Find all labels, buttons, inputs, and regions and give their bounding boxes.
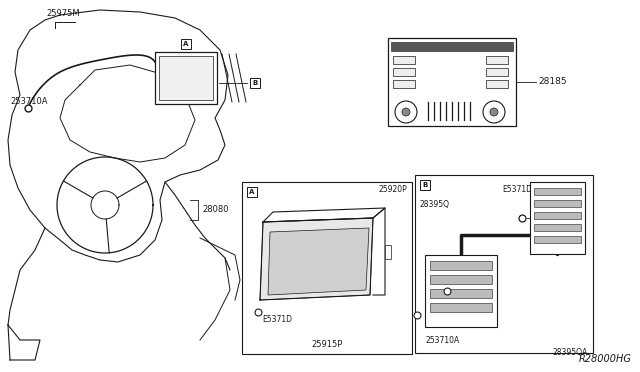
Bar xyxy=(534,212,581,219)
Bar xyxy=(391,42,513,51)
Bar xyxy=(250,78,260,88)
Bar xyxy=(430,275,492,284)
Bar xyxy=(155,52,217,104)
Bar xyxy=(430,261,492,270)
Bar xyxy=(393,80,415,88)
Text: E5371DA: E5371DA xyxy=(502,185,537,193)
Text: E5371D: E5371D xyxy=(262,315,292,324)
Bar xyxy=(430,303,492,312)
Text: 25920P: 25920P xyxy=(378,186,407,195)
Polygon shape xyxy=(260,218,373,300)
Bar xyxy=(415,175,593,353)
Bar xyxy=(486,68,508,76)
Bar xyxy=(534,224,581,231)
Bar xyxy=(385,245,391,259)
Text: B: B xyxy=(252,80,258,86)
Text: 28185: 28185 xyxy=(538,77,566,87)
Bar xyxy=(393,68,415,76)
Bar xyxy=(534,236,581,243)
Text: 25975M: 25975M xyxy=(46,9,80,18)
Bar xyxy=(247,187,257,197)
Text: 253710A: 253710A xyxy=(10,97,47,106)
Bar xyxy=(530,182,585,254)
Text: B: B xyxy=(422,182,428,188)
Text: 28080: 28080 xyxy=(202,205,228,215)
Text: A: A xyxy=(250,189,255,195)
Bar xyxy=(393,56,415,64)
Bar xyxy=(486,56,508,64)
Text: 25915P: 25915P xyxy=(311,340,342,349)
Bar xyxy=(534,200,581,207)
Text: 28395QA: 28395QA xyxy=(553,347,588,356)
Bar xyxy=(420,180,430,190)
Circle shape xyxy=(490,108,498,116)
Polygon shape xyxy=(268,228,369,295)
Text: R28000HG: R28000HG xyxy=(579,354,632,364)
Bar xyxy=(181,39,191,49)
Text: 253710A: 253710A xyxy=(425,336,460,345)
Text: A: A xyxy=(183,41,189,47)
Text: 28395Q: 28395Q xyxy=(420,201,450,209)
Bar xyxy=(534,188,581,195)
Circle shape xyxy=(402,108,410,116)
Bar xyxy=(430,289,492,298)
Bar xyxy=(388,38,516,126)
Bar xyxy=(425,255,497,327)
Bar xyxy=(242,182,412,354)
Bar xyxy=(159,56,213,100)
Bar xyxy=(486,80,508,88)
